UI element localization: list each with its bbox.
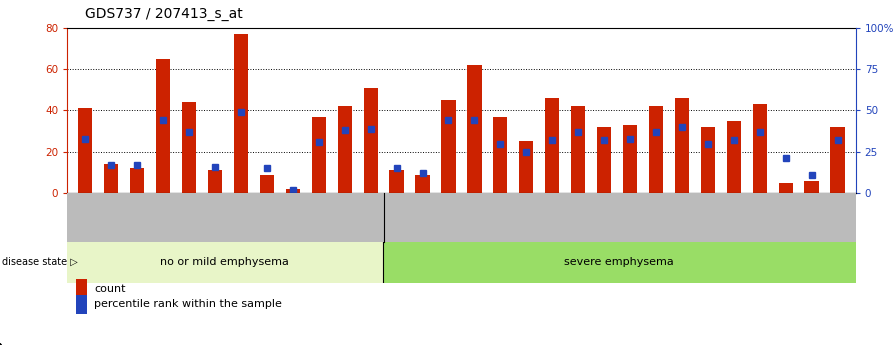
Bar (701, 127, 715, 193)
Bar (779, 183, 793, 193)
Bar (338, 106, 352, 193)
Text: GDS737 / 207413_s_at: GDS737 / 207413_s_at (85, 7, 243, 21)
Bar (545, 98, 559, 193)
Bar (67, 241, 383, 283)
Bar (571, 106, 585, 193)
Bar (130, 168, 144, 193)
Bar (234, 34, 248, 193)
Bar (753, 104, 767, 193)
Bar (493, 117, 507, 193)
Text: count: count (94, 284, 125, 294)
Bar (468, 65, 481, 193)
Bar (104, 164, 118, 193)
Text: disease state ▷: disease state ▷ (2, 257, 78, 267)
Bar (364, 88, 378, 193)
Bar (519, 141, 533, 193)
Bar (416, 175, 430, 193)
Bar (156, 59, 170, 193)
Bar (649, 106, 663, 193)
Bar (597, 127, 611, 193)
Bar (623, 125, 637, 193)
Bar (286, 189, 300, 193)
Bar (805, 181, 819, 193)
Bar (383, 241, 856, 283)
Bar (675, 98, 689, 193)
Text: severe emphysema: severe emphysema (564, 257, 674, 267)
Bar (831, 127, 845, 193)
Bar (727, 121, 741, 193)
Bar (442, 100, 455, 193)
Bar (78, 108, 92, 193)
Bar (208, 170, 222, 193)
Bar (390, 170, 404, 193)
Bar (260, 175, 274, 193)
Bar (182, 102, 196, 193)
Bar (312, 117, 326, 193)
Text: percentile rank within the sample: percentile rank within the sample (94, 299, 282, 309)
Text: no or mild emphysema: no or mild emphysema (160, 257, 289, 267)
